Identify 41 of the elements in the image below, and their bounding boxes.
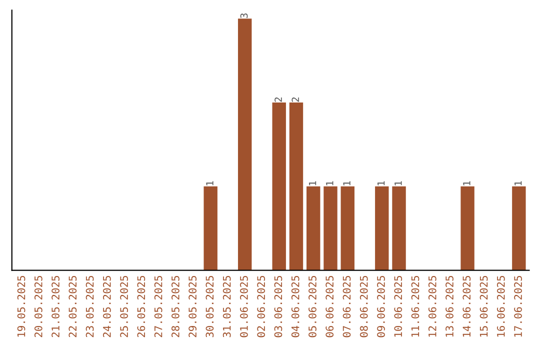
x-tick-label: 11.06.2025 <box>411 276 420 337</box>
x-tick-label: 29.05.2025 <box>188 276 197 338</box>
x-tick-label: 10.06.2025 <box>394 276 402 337</box>
x-tick-label: 27.05.2025 <box>154 276 162 338</box>
x-tick-label: 31.05.2025 <box>222 276 231 338</box>
x-tick-label: 25.05.2025 <box>120 276 128 338</box>
x-tick-label: 14.06.2025 <box>462 276 471 337</box>
x-tick-label: 24.05.2025 <box>102 276 111 338</box>
x-tick-label: 12.06.2025 <box>428 276 436 337</box>
x-tick-label: 30.05.2025 <box>206 276 214 338</box>
data-label: 1 <box>514 181 522 186</box>
data-label: 2 <box>274 97 282 102</box>
x-tick-label: 17.06.2025 <box>514 276 522 337</box>
x-tick-label: 15.06.2025 <box>480 276 488 337</box>
x-tick-label: 01.06.2025 <box>240 276 248 338</box>
x-tick-label: 16.06.2025 <box>496 276 505 337</box>
x-tick-label: 21.05.2025 <box>52 276 60 338</box>
x-tick-label: 13.06.2025 <box>446 276 454 337</box>
data-label: 1 <box>378 181 385 186</box>
data-label: 1 <box>463 181 470 186</box>
x-tick-label: 26.05.2025 <box>137 276 146 338</box>
data-label: 3 <box>240 13 248 18</box>
data-label: 1 <box>326 181 334 186</box>
x-tick-label: 06.06.2025 <box>326 276 334 338</box>
x-tick-label: 28.05.2025 <box>171 276 180 338</box>
data-label: 1 <box>206 181 214 186</box>
data-label: 1 <box>343 181 350 186</box>
x-tick-label: 02.06.2025 <box>257 276 266 338</box>
x-tick-label: 08.06.2025 <box>360 276 368 338</box>
x-tick-label: 03.06.2025 <box>274 276 282 338</box>
x-tick-label: 07.06.2025 <box>342 276 351 338</box>
data-label: 1 <box>308 181 316 186</box>
x-tick-label: 09.06.2025 <box>377 276 385 338</box>
x-tick-label: 19.05.2025 <box>17 276 26 337</box>
x-tick-label: 23.05.2025 <box>86 276 94 338</box>
data-label: 2 <box>292 97 299 102</box>
x-tick-label: 22.05.2025 <box>68 276 77 338</box>
x-tick-label: 04.06.2025 <box>291 276 300 338</box>
x-tick-label: 20.05.2025 <box>34 276 42 338</box>
x-tick-label: 05.06.2025 <box>308 276 316 338</box>
data-label: 1 <box>394 181 402 186</box>
